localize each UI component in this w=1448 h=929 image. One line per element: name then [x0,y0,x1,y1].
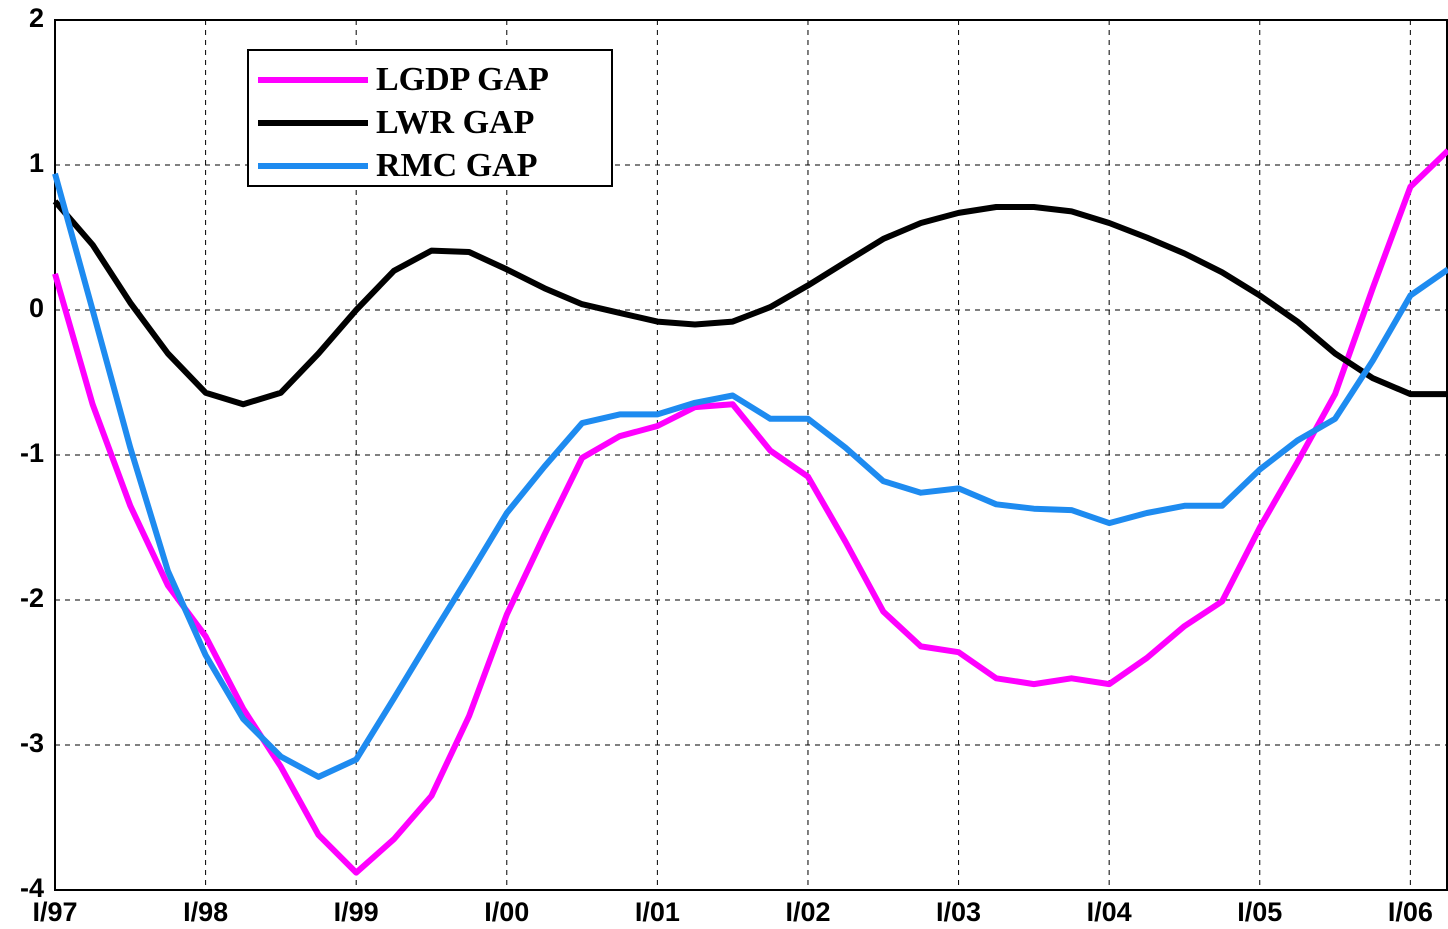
y-tick-label: -4 [20,873,44,903]
x-tick-label: I/99 [334,897,379,927]
y-tick-label: -3 [20,728,44,758]
legend-label: RMC GAP [376,147,537,184]
legend-label: LWR GAP [376,104,534,141]
x-tick-label: I/00 [484,897,529,927]
x-tick-label: I/01 [635,897,680,927]
x-tick-label: I/06 [1388,897,1433,927]
plot-frame [54,19,1448,891]
x-tick-label: I/98 [183,897,228,927]
series-line [52,199,1448,408]
y-tick-label: -1 [20,438,44,468]
x-tick-label: I/02 [785,897,830,927]
series-line [52,148,1448,876]
y-tick-label: 1 [29,148,44,178]
y-tick-label: 2 [29,3,44,33]
series-line [52,172,1448,780]
legend-label: LGDP GAP [376,61,549,98]
y-tick-label: -2 [20,583,44,613]
y-tick-label: 0 [29,293,44,323]
x-tick-label: I/97 [32,897,77,927]
x-tick-label: I/04 [1087,897,1132,927]
x-tick-label: I/05 [1237,897,1282,927]
x-tick-label: I/03 [936,897,981,927]
